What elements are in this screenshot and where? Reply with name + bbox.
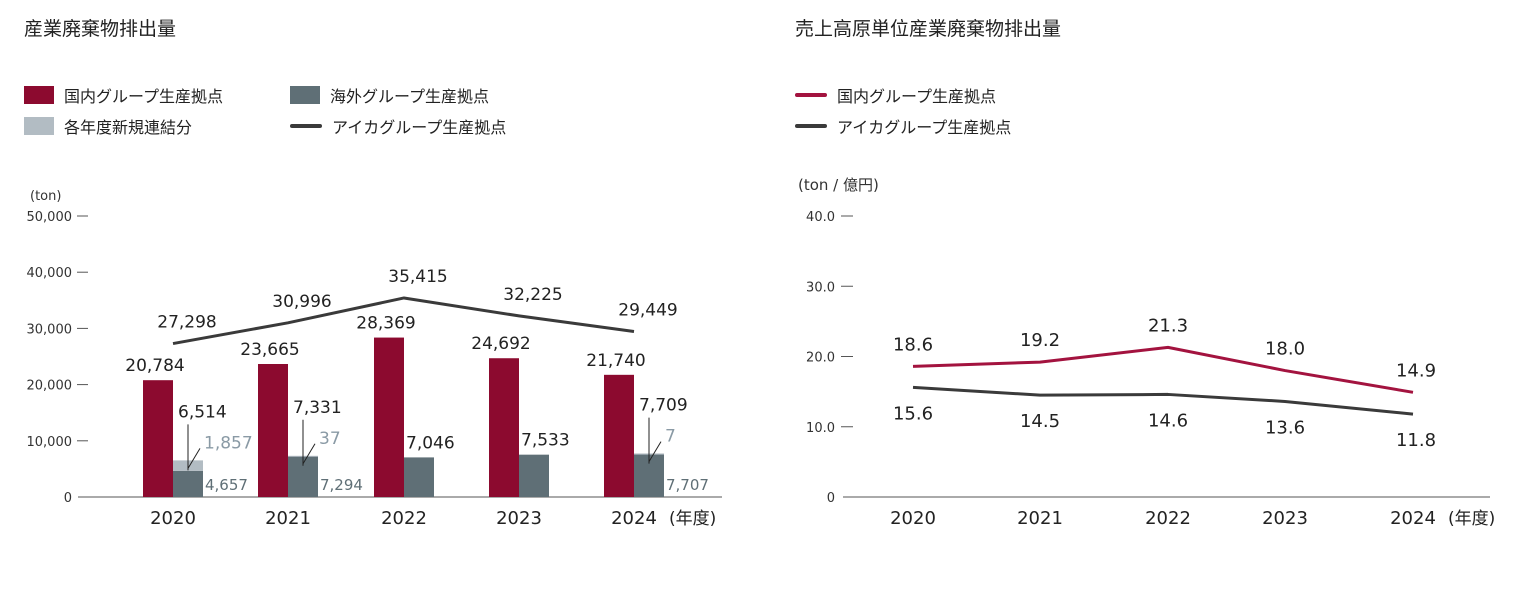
bar-new-label: 7 xyxy=(665,427,676,447)
bar-domestic-label: 23,665 xyxy=(240,340,299,360)
line-aica xyxy=(912,385,1414,416)
bar-new-label: 1,857 xyxy=(204,433,253,453)
line-domestic-label: 18.0 xyxy=(1265,339,1305,360)
legend-domestic: 国内グループ生産拠点 xyxy=(24,83,223,107)
bar-domestic-label: 21,740 xyxy=(586,351,645,371)
legend-label-domestic: 国内グループ生産拠点 xyxy=(64,87,224,106)
right-y-tick-label: 40.0 xyxy=(806,210,835,225)
bar-new-leader xyxy=(648,441,662,462)
line-aica-label: 11.8 xyxy=(1396,430,1436,451)
left-x-tick-label: 2021 xyxy=(265,508,311,529)
legend-swatch-aica xyxy=(290,124,322,128)
left-y-tick-label: 50,000 xyxy=(27,210,73,225)
legend-r-swatch-domestic xyxy=(795,93,827,97)
bar-overseas xyxy=(173,470,203,497)
bar-domestic-label: 24,692 xyxy=(471,334,530,354)
bar-overseas-label: 7,533 xyxy=(521,431,570,451)
legend-swatch-overseas xyxy=(290,86,320,104)
left-chart: (ton) 0 10,000 20,000 30,000 40,000 50,000 20,7… xyxy=(27,189,722,529)
legend-r-swatch-aica xyxy=(795,124,827,128)
bar-overseas-total-label: 7,331 xyxy=(293,398,342,418)
left-x-tick-label: 2024 xyxy=(611,508,657,529)
line-aica-label: 29,449 xyxy=(618,300,677,320)
bar-overseas-label: 4,657 xyxy=(205,476,248,494)
legend-aica: アイカグループ生産拠点 xyxy=(290,114,506,138)
left-x-tick-label: 2023 xyxy=(496,508,542,529)
right-y-tick-label: 20.0 xyxy=(806,351,835,366)
bar-domestic xyxy=(143,380,173,497)
legend-r-aica: アイカグループ生産拠点 xyxy=(795,114,1011,138)
bar-overseas-label: 7,046 xyxy=(406,433,455,453)
left-chart-title: 産業廃棄物排出量 xyxy=(24,18,177,40)
left-y-tick-label: 10,000 xyxy=(27,435,73,450)
line-domestic xyxy=(912,345,1414,394)
legend-label-aica: アイカグループ生産拠点 xyxy=(332,118,507,137)
bar-domestic xyxy=(258,364,288,497)
right-year-suffix: (年度) xyxy=(1448,509,1495,529)
line-aica-label: 14.6 xyxy=(1148,410,1188,431)
right-y-unit: (ton / 億円) xyxy=(798,176,879,194)
bar-overseas-label: 7,294 xyxy=(320,476,363,494)
right-chart-title: 売上高原単位産業廃棄物排出量 xyxy=(795,18,1062,40)
legend-overseas: 海外グループ生産拠点 xyxy=(290,83,489,107)
bar-domestic xyxy=(489,358,519,497)
left-y-unit: (ton) xyxy=(30,189,61,204)
bar-overseas-total-label: 6,514 xyxy=(178,402,227,422)
legend-r-domestic: 国内グループ生産拠点 xyxy=(795,83,996,107)
line-aica-label: 35,415 xyxy=(388,267,447,287)
bar-new-label: 37 xyxy=(319,429,341,449)
line-aica-label: 15.6 xyxy=(893,403,933,424)
line-aica xyxy=(172,296,635,346)
left-y-tick-label: 20,000 xyxy=(27,379,73,394)
line-domestic-label: 21.3 xyxy=(1148,315,1188,336)
legend-new: 各年度新規連結分 xyxy=(24,114,192,138)
line-aica-label: 27,298 xyxy=(157,313,216,333)
bar-domestic xyxy=(604,374,634,497)
legend-label-overseas: 海外グループ生産拠点 xyxy=(330,87,490,106)
right-y-tick-label: 0 xyxy=(827,491,835,506)
right-x-tick-label: 2024 xyxy=(1390,508,1436,529)
legend-label-new: 各年度新規連結分 xyxy=(64,118,193,137)
line-aica-label: 32,225 xyxy=(503,285,562,305)
bar-domestic xyxy=(374,337,404,497)
left-y-tick-label: 40,000 xyxy=(27,266,73,281)
left-y-tick-label: 30,000 xyxy=(27,322,73,337)
legend-r-label-domestic: 国内グループ生産拠点 xyxy=(837,87,997,106)
line-domestic-label: 14.9 xyxy=(1396,360,1436,381)
bar-domestic-label: 28,369 xyxy=(356,314,415,334)
left-year-suffix: (年度) xyxy=(669,509,716,529)
line-domestic-label: 19.2 xyxy=(1020,330,1060,351)
legend-swatch-domestic xyxy=(24,86,54,104)
right-x-tick-label: 2022 xyxy=(1145,508,1191,529)
line-aica-label: 30,996 xyxy=(272,292,331,312)
left-x-tick-label: 2020 xyxy=(150,508,196,529)
right-chart: (ton / 億円) 0 10.0 20.0 30.0 40.0 18.6 19.2 21.3 1… xyxy=(798,176,1495,529)
line-aica-label: 13.6 xyxy=(1265,417,1305,438)
right-x-tick-label: 2020 xyxy=(890,508,936,529)
line-aica-label: 14.5 xyxy=(1020,411,1060,432)
bar-overseas xyxy=(519,454,549,497)
bar-new-leader xyxy=(302,443,316,465)
legend-r-label-aica: アイカグループ生産拠点 xyxy=(837,118,1012,137)
bar-overseas-label: 7,707 xyxy=(666,476,709,494)
line-domestic-label: 18.6 xyxy=(893,334,933,355)
bar-overseas xyxy=(404,457,434,497)
bar-domestic-label: 20,784 xyxy=(125,356,184,376)
bar-new-leader xyxy=(187,448,201,469)
left-y-tick-label: 0 xyxy=(64,491,72,506)
right-y-tick-label: 30.0 xyxy=(806,280,835,295)
right-x-tick-label: 2021 xyxy=(1017,508,1063,529)
right-y-tick-label: 10.0 xyxy=(806,421,835,436)
legend-swatch-new xyxy=(24,117,54,135)
left-x-tick-label: 2022 xyxy=(381,508,427,529)
right-x-tick-label: 2023 xyxy=(1262,508,1308,529)
bar-overseas-total-label: 7,709 xyxy=(639,396,688,416)
